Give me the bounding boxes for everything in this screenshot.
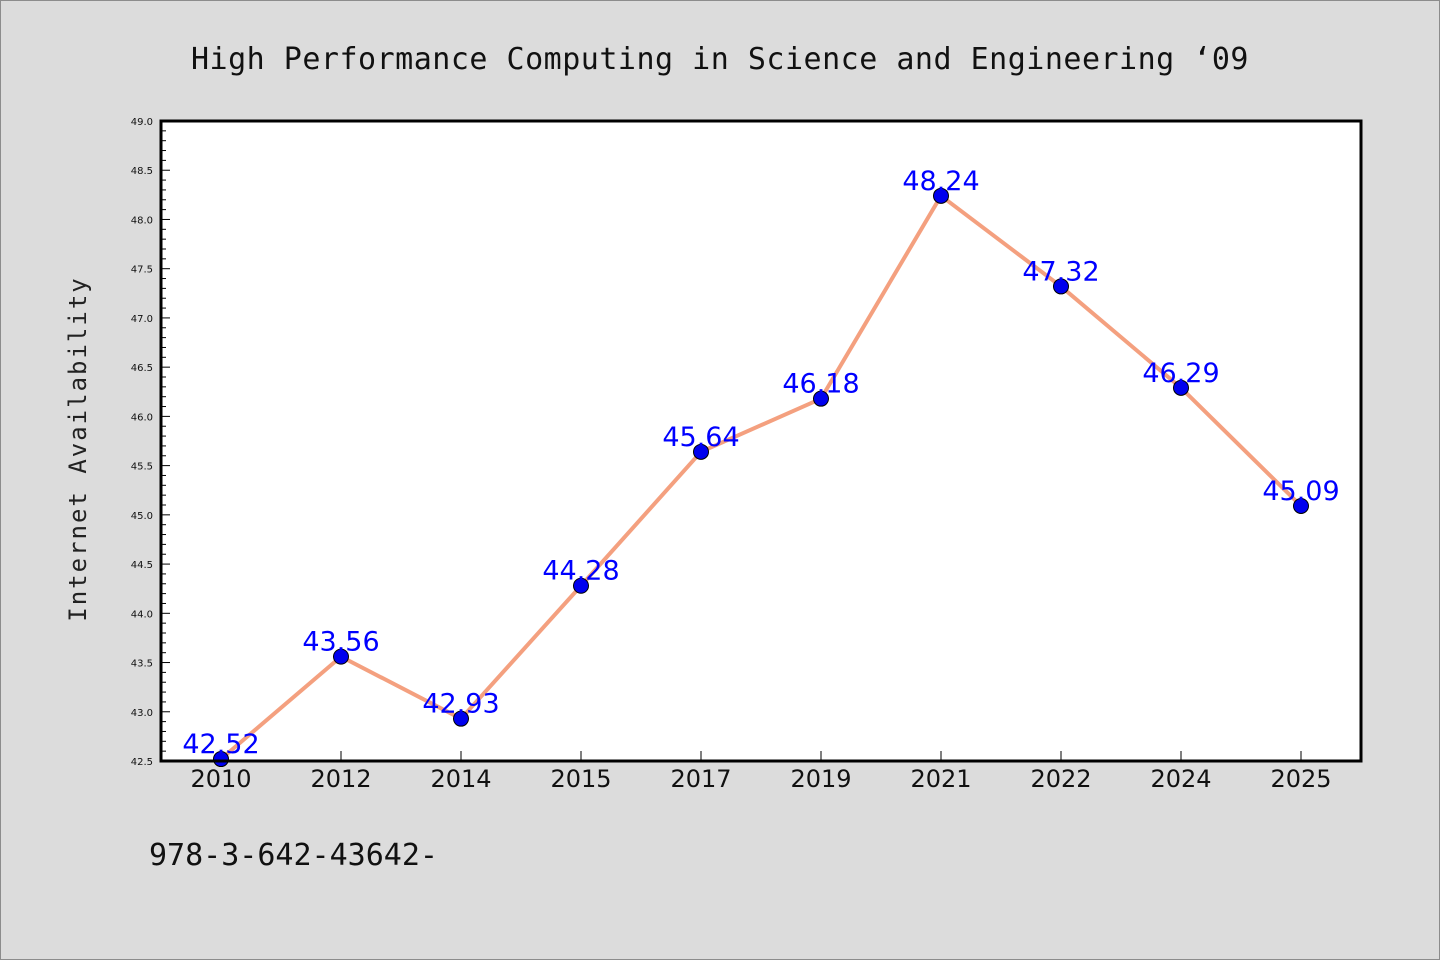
data-point-marker [453,710,469,727]
y-tick-label: 49.0 [131,117,153,128]
data-label: 45.09 [1262,476,1339,507]
series-layer [213,187,1309,768]
data-label: 46.29 [1142,358,1219,389]
data-point-marker [1173,379,1189,396]
x-tick-label: 2012 [310,765,371,793]
data-label: 46.18 [782,369,859,400]
x-tick-label: 2025 [1270,765,1331,793]
chart-title: High Performance Computing in Science an… [191,42,1249,77]
plot-border [159,119,1363,763]
data-labels: 42.52 43.56 42.93 44.28 45.64 46.18 48.24 47.32… [182,166,1339,760]
x-tick-label: 2022 [1030,765,1091,793]
x-tick-label: 2017 [670,765,731,793]
data-label: 44.28 [542,556,619,587]
data-point-marker [573,577,589,594]
data-point-marker [813,390,829,407]
y-tick-label: 43.0 [131,708,153,719]
data-point-marker [693,443,709,460]
y-tick-label: 43.5 [131,659,153,670]
data-label: 42.52 [182,729,259,760]
data-point-marker [333,648,349,665]
footer-code: 978-3-642-43642- [149,838,438,873]
x-tick-label: 2021 [910,765,971,793]
series-line [219,193,1303,762]
x-tick-label: 2024 [1150,765,1211,793]
x-axis-ticks: 2010 2012 2014 2015 2017 2019 2021 2022 2024 2025 [190,751,1332,793]
y-tick-label: 48.5 [131,166,153,177]
plot-area [161,121,1361,761]
y-tick-label: 47.0 [131,314,153,325]
data-point-marker [213,751,229,768]
y-tick-label: 44.0 [131,609,153,620]
y-tick-label: 46.5 [131,363,153,374]
data-label: 43.56 [302,627,379,658]
data-label: 45.64 [662,422,739,453]
y-tick-label: 48.0 [131,215,153,226]
data-point-marker [1053,278,1069,295]
data-label: 42.93 [422,689,499,720]
y-tick-label: 42.5 [131,757,153,768]
data-label: 47.32 [1022,256,1099,287]
y-axis-label: Internet Availability [64,276,92,621]
x-tick-label: 2010 [190,765,251,793]
y-tick-label: 45.0 [131,511,153,522]
x-tick-label: 2015 [550,765,611,793]
data-label: 48.24 [902,166,979,197]
x-tick-label: 2019 [790,765,851,793]
y-tick-label: 46.0 [131,412,153,423]
y-tick-label: 47.5 [131,265,153,276]
data-point-marker [933,187,949,204]
y-tick-label: 45.5 [131,462,153,473]
y-axis-ticks: 42.5 43.0 43.5 44.0 44.5 45.0 45.5 46.0 46.5 47.0… [131,117,170,768]
y-tick-label: 44.5 [131,560,153,571]
data-point-marker [1293,497,1309,514]
x-tick-label: 2014 [430,765,491,793]
